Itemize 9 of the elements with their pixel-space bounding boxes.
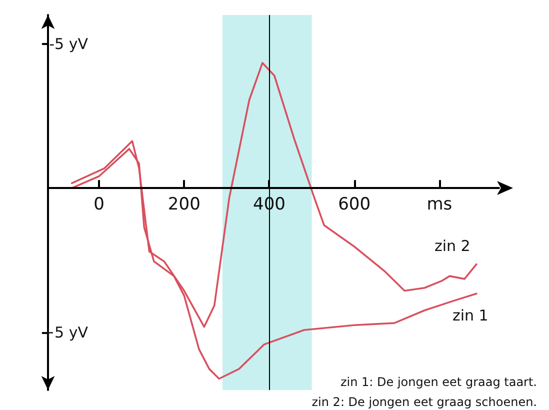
series-label: zin 1 bbox=[452, 306, 488, 325]
annotation: zin 1: De jongen eet graag taart. bbox=[340, 375, 538, 389]
x-tick-label: 600 bbox=[338, 194, 371, 214]
x-tick-label: 0 bbox=[94, 194, 104, 214]
series-label: zin 2 bbox=[434, 237, 470, 256]
text: zin 2: De jongen eet graag schoenen. bbox=[312, 395, 538, 409]
x-tick-label: ms bbox=[426, 194, 452, 214]
x-tick-label: 200 bbox=[168, 194, 200, 214]
y-tick-label: -5 yV bbox=[49, 34, 89, 53]
